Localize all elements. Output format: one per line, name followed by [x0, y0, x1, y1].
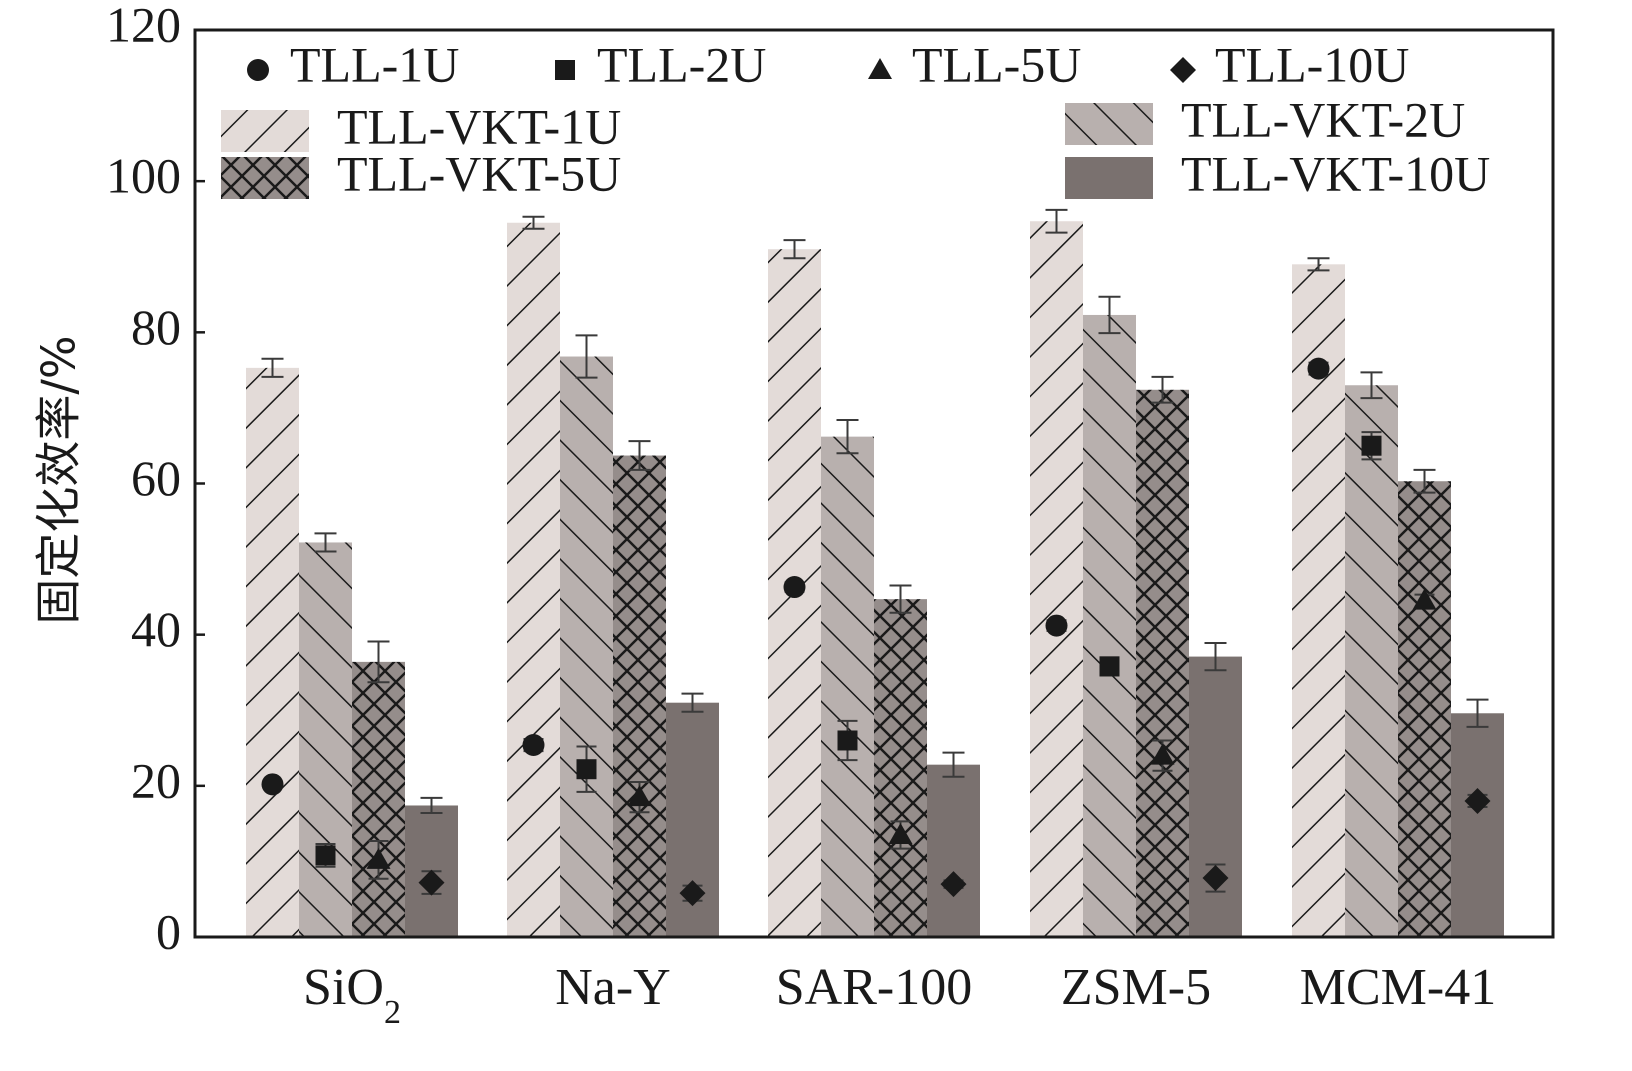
error-bar-TLL-VKT-5U-SiO	[367, 640, 390, 684]
legend-label-TLL-VKT-5U: TLL-VKT-5U	[337, 145, 621, 201]
y-tick-label-0: 0	[156, 903, 181, 959]
bar-TLL-VKT-2U-MCM-41	[1345, 385, 1398, 937]
error-bar-TLL-VKT-10U-SAR-100	[942, 751, 965, 778]
legend-label-TLL-10U: TLL-10U	[1215, 36, 1409, 92]
legend-label-TLL-VKT-1U: TLL-VKT-1U	[337, 98, 621, 154]
x-axis: SiO2 Na-Y SAR-100 ZSM-5 MCM-41	[303, 959, 1496, 1031]
bar-TLL-VKT-5U-SiO	[352, 661, 405, 937]
legend-marker-TLL-5U	[868, 58, 892, 79]
error-bar-TLL-VKT-1U-Na-Y	[522, 215, 545, 230]
point-TLL-2U-ZSM-5	[1099, 656, 1120, 677]
legend-swatch-TLL-VKT-2U	[1065, 103, 1153, 145]
error-bar-TLL-VKT-10U-SiO	[420, 796, 443, 815]
x-category-label-SAR-100: SAR-100	[776, 959, 972, 1016]
bar-TLL-VKT-2U-SiO	[299, 542, 352, 937]
point-TLL-5U-ZSM-5	[1150, 743, 1175, 765]
point-TLL-2U-MCM-41	[1361, 435, 1382, 456]
bar-TLL-VKT-2U-SAR-100	[821, 436, 874, 937]
points-layer	[261, 357, 1491, 907]
y-tick-label-40: 40	[131, 601, 181, 657]
x-category-label-SiO: SiO2	[303, 959, 401, 1031]
y-axis: 0 20 40 60 80 100 120	[106, 0, 205, 959]
bar-TLL-VKT-5U-Na-Y	[613, 455, 666, 937]
y-tick-label-20: 20	[131, 752, 181, 808]
point-TLL-1U-ZSM-5	[1045, 614, 1068, 637]
x-category-label-Na-Y: Na-Y	[555, 959, 671, 1016]
error-bar-TLL-VKT-2U-SiO	[314, 532, 337, 553]
point-TLL-5U-MCM-41	[1412, 588, 1437, 610]
bars-layer	[246, 208, 1504, 938]
legend-label-TLL-VKT-10U: TLL-VKT-10U	[1181, 145, 1490, 201]
y-tick-label-80: 80	[131, 299, 181, 355]
bar-TLL-VKT-1U-SiO	[246, 367, 299, 937]
bar-TLL-VKT-10U-MCM-41	[1451, 713, 1504, 937]
error-bar-TLL-VKT-2U-SAR-100	[836, 419, 859, 455]
bar-TLL-VKT-5U-ZSM-5	[1136, 389, 1189, 937]
bar-TLL-VKT-5U-MCM-41	[1398, 481, 1451, 937]
legend-label-TLL-2U: TLL-2U	[597, 36, 766, 92]
point-TLL-10U-ZSM-5	[1202, 865, 1229, 892]
point-TLL-10U-Na-Y	[679, 880, 706, 907]
point-TLL-1U-SAR-100	[783, 576, 806, 599]
bar-TLL-VKT-1U-ZSM-5	[1030, 221, 1083, 937]
bar-TLL-VKT-10U-SAR-100	[927, 764, 980, 937]
error-bar-TLL-VKT-1U-ZSM-5	[1045, 208, 1068, 234]
error-bar-TLL-VKT-10U-ZSM-5	[1204, 641, 1227, 672]
error-bar-TLL-VKT-2U-MCM-41	[1360, 371, 1383, 400]
point-TLL-5U-SiO	[366, 847, 391, 869]
y-axis-label: 固定化效率/%	[32, 335, 86, 624]
point-TLL-10U-SiO	[418, 869, 445, 896]
point-TLL-10U-SAR-100	[940, 871, 967, 898]
legend-swatch-TLL-VKT-10U	[1065, 157, 1153, 199]
legend-swatch-TLL-VKT-1U	[221, 110, 309, 152]
point-TLL-10U-MCM-41	[1464, 787, 1491, 814]
y-tick-label-100: 100	[106, 148, 181, 204]
legend-marker-TLL-10U	[1170, 57, 1196, 83]
point-TLL-1U-Na-Y	[522, 734, 545, 757]
point-TLL-5U-Na-Y	[627, 785, 652, 807]
bar-TLL-VKT-2U-ZSM-5	[1083, 314, 1136, 937]
error-bar-TLL-VKT-5U-MCM-41	[1413, 468, 1436, 494]
error-bar-TLL-VKT-1U-MCM-41	[1307, 257, 1330, 272]
error-bar-TLL-VKT-2U-ZSM-5	[1098, 295, 1121, 335]
point-TLL-2U-SAR-100	[837, 730, 858, 751]
legend-swatch-TLL-VKT-5U	[221, 157, 309, 199]
error-bar-TLL-VKT-5U-Na-Y	[628, 440, 651, 471]
point-TLL-2U-SiO	[315, 845, 336, 866]
bar-TLL-VKT-10U-ZSM-5	[1189, 656, 1242, 937]
error-bar-TLL-VKT-10U-MCM-41	[1466, 698, 1489, 728]
point-TLL-5U-SAR-100	[888, 822, 913, 844]
error-bar-TLL-VKT-5U-SAR-100	[889, 584, 912, 614]
legend-label-TLL-1U: TLL-1U	[290, 36, 459, 92]
legend-marker-TLL-2U	[555, 60, 575, 80]
bar-TLL-VKT-1U-Na-Y	[507, 222, 560, 938]
legend-label-TLL-VKT-2U: TLL-VKT-2U	[1181, 91, 1465, 147]
bar-TLL-VKT-2U-Na-Y	[560, 356, 613, 937]
x-category-label-ZSM-5: ZSM-5	[1061, 959, 1211, 1016]
error-bar-TLL-VKT-5U-ZSM-5	[1151, 375, 1174, 404]
x-category-subscript: 2	[384, 994, 401, 1031]
error-bar-TLL-VKT-1U-SiO	[261, 357, 284, 378]
error-bar-TLL-VKT-10U-Na-Y	[681, 692, 704, 713]
bar-TLL-VKT-5U-SAR-100	[874, 599, 927, 937]
error-bar-TLL-VKT-1U-SAR-100	[783, 239, 806, 260]
point-TLL-1U-MCM-41	[1307, 357, 1330, 380]
y-tick-label-60: 60	[131, 450, 181, 506]
point-TLL-1U-SiO	[261, 773, 284, 796]
y-tick-label-120: 120	[106, 0, 181, 52]
x-category-label-MCM-41: MCM-41	[1300, 959, 1496, 1016]
point-TLL-2U-Na-Y	[576, 759, 597, 780]
legend-label-TLL-5U: TLL-5U	[912, 36, 1081, 92]
error-bar-TLL-VKT-2U-Na-Y	[575, 334, 598, 379]
legend-marker-TLL-1U	[247, 59, 269, 81]
